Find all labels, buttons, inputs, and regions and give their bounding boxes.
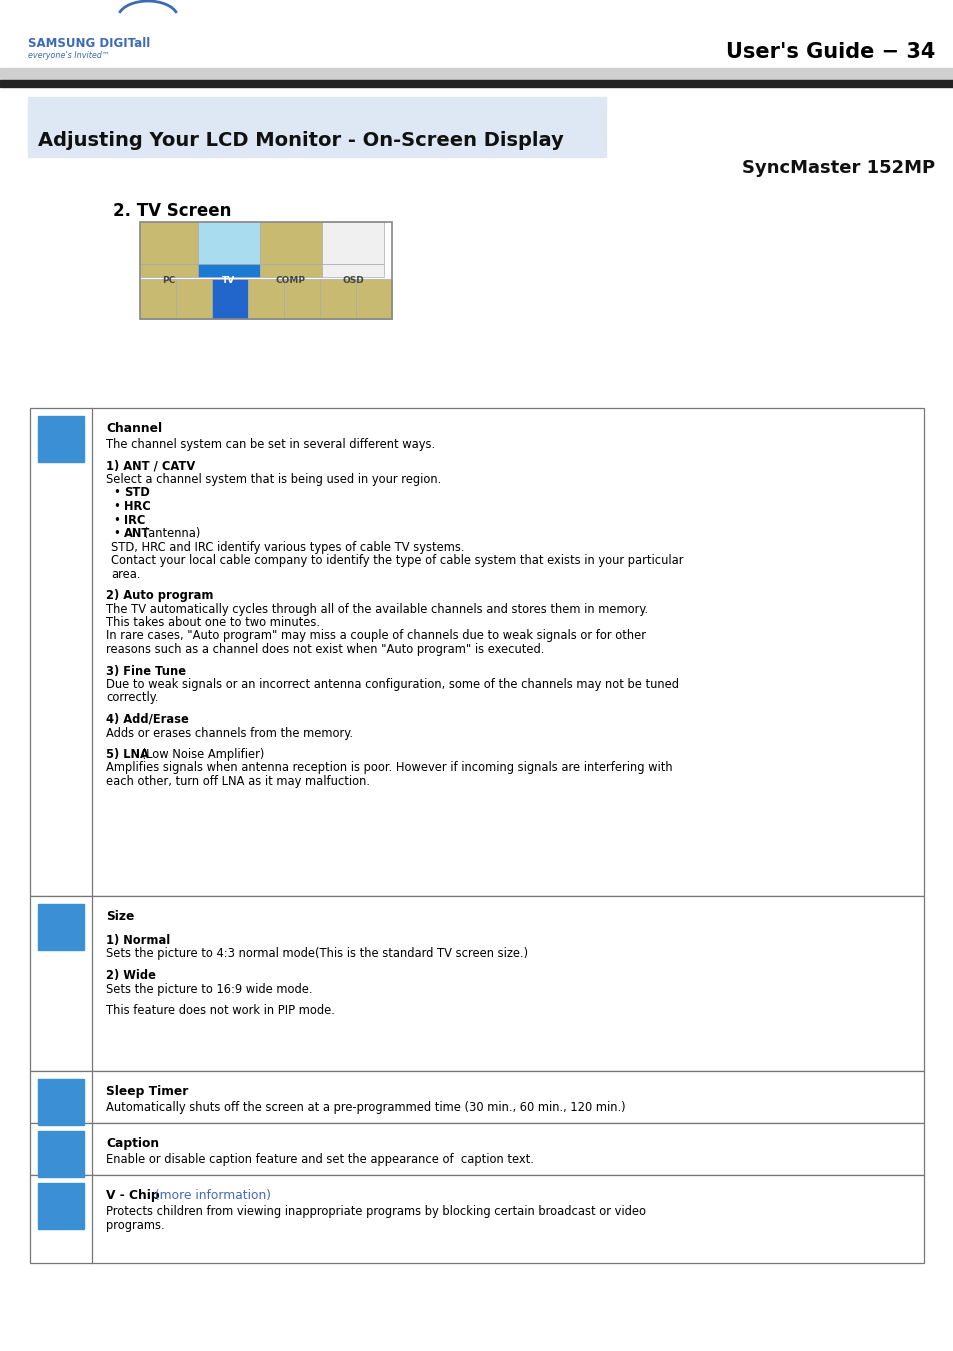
Text: •: •: [113, 513, 125, 527]
Text: In rare cases, "Auto program" may miss a couple of channels due to weak signals : In rare cases, "Auto program" may miss a…: [106, 630, 645, 643]
Bar: [0, 68, 953, 80]
Text: (antenna): (antenna): [140, 527, 200, 540]
Text: TV: TV: [222, 276, 235, 285]
Text: Sleep Timer: Sleep Timer: [106, 1085, 188, 1098]
Bar: [30, 1071, 923, 1123]
Text: area.: area.: [111, 567, 140, 581]
Text: 2) Wide: 2) Wide: [106, 969, 155, 982]
Text: This takes about one to two minutes.: This takes about one to two minutes.: [106, 616, 319, 630]
Text: IRC: IRC: [124, 513, 145, 527]
Bar: [248, 280, 284, 319]
Text: reasons such as a channel does not exist when "Auto program" is executed.: reasons such as a channel does not exist…: [106, 643, 544, 657]
Text: STD: STD: [124, 486, 150, 500]
Bar: [28, 97, 605, 157]
Bar: [38, 1131, 84, 1177]
Text: Due to weak signals or an incorrect antenna configuration, some of the channels : Due to weak signals or an incorrect ante…: [106, 678, 679, 690]
Text: Channel: Channel: [106, 422, 162, 435]
Bar: [30, 408, 923, 896]
Bar: [284, 280, 319, 319]
Text: COMP: COMP: [275, 276, 306, 285]
Text: Caption: Caption: [106, 1138, 159, 1150]
Bar: [322, 222, 384, 263]
Text: Sets the picture to 16:9 wide mode.: Sets the picture to 16:9 wide mode.: [106, 982, 313, 996]
Bar: [175, 280, 212, 319]
Text: V - Chip: V - Chip: [106, 1189, 159, 1202]
Text: PC: PC: [162, 276, 175, 285]
Bar: [140, 222, 392, 319]
Bar: [260, 222, 322, 263]
Text: Amplifies signals when antenna reception is poor. However if incoming signals ar: Amplifies signals when antenna reception…: [106, 762, 672, 774]
Bar: [30, 896, 923, 1071]
Text: ANT: ANT: [124, 527, 151, 540]
Text: OSD: OSD: [342, 276, 363, 285]
Text: This feature does not work in PIP mode.: This feature does not work in PIP mode.: [106, 1004, 335, 1017]
Bar: [30, 1123, 923, 1175]
Text: •: •: [113, 486, 125, 500]
Text: SAMSUNG DIGITall: SAMSUNG DIGITall: [28, 36, 150, 50]
Text: •: •: [113, 527, 125, 540]
Text: correctly.: correctly.: [106, 692, 158, 704]
Text: (Low Noise Amplifier): (Low Noise Amplifier): [138, 748, 264, 761]
Bar: [140, 263, 198, 277]
Bar: [322, 263, 384, 277]
Text: Protects children from viewing inappropriate programs by blocking certain broadc: Protects children from viewing inappropr…: [106, 1205, 645, 1219]
Text: User's Guide − 34: User's Guide − 34: [725, 42, 934, 62]
Bar: [30, 1175, 923, 1263]
Bar: [38, 904, 84, 950]
Text: programs.: programs.: [106, 1219, 165, 1232]
Text: Contact your local cable company to identify the type of cable system that exist: Contact your local cable company to iden…: [111, 554, 682, 567]
Bar: [260, 263, 322, 277]
Text: The channel system can be set in several different ways.: The channel system can be set in several…: [106, 438, 435, 451]
Text: 2) Auto program: 2) Auto program: [106, 589, 213, 603]
Text: Enable or disable caption feature and set the appearance of  caption text.: Enable or disable caption feature and se…: [106, 1152, 534, 1166]
Bar: [0, 80, 953, 86]
Text: Adjusting Your LCD Monitor - On-Screen Display: Adjusting Your LCD Monitor - On-Screen D…: [38, 131, 563, 150]
Text: Sets the picture to 4:3 normal mode(This is the standard TV screen size.): Sets the picture to 4:3 normal mode(This…: [106, 947, 528, 961]
Text: 1) Normal: 1) Normal: [106, 934, 170, 947]
Text: (more information): (more information): [151, 1189, 271, 1202]
Text: •: •: [113, 500, 125, 513]
Bar: [198, 222, 260, 263]
Text: 3) Fine Tune: 3) Fine Tune: [106, 665, 186, 677]
Bar: [140, 280, 175, 319]
Text: Automatically shuts off the screen at a pre-programmed time (30 min., 60 min., 1: Automatically shuts off the screen at a …: [106, 1101, 625, 1115]
Bar: [38, 1183, 84, 1229]
Text: each other, turn off LNA as it may malfuction.: each other, turn off LNA as it may malfu…: [106, 775, 370, 788]
Text: 2. TV Screen: 2. TV Screen: [112, 203, 232, 220]
Bar: [198, 263, 260, 277]
Text: HRC: HRC: [124, 500, 151, 513]
Text: STD, HRC and IRC identify various types of cable TV systems.: STD, HRC and IRC identify various types …: [111, 540, 464, 554]
Text: Select a channel system that is being used in your region.: Select a channel system that is being us…: [106, 473, 441, 486]
Bar: [0, 0, 953, 76]
Text: 5) LNA: 5) LNA: [106, 748, 149, 761]
Text: 4) Add/Erase: 4) Add/Erase: [106, 713, 189, 725]
Bar: [38, 1079, 84, 1125]
Bar: [319, 280, 355, 319]
Text: Size: Size: [106, 911, 134, 923]
Text: The TV automatically cycles through all of the available channels and stores the: The TV automatically cycles through all …: [106, 603, 647, 616]
Bar: [212, 280, 248, 319]
Text: SyncMaster 152MP: SyncMaster 152MP: [741, 159, 934, 177]
Text: 1) ANT / CATV: 1) ANT / CATV: [106, 459, 195, 473]
Text: everyone's Invited™: everyone's Invited™: [28, 51, 110, 59]
Text: Adds or erases channels from the memory.: Adds or erases channels from the memory.: [106, 727, 353, 739]
Bar: [355, 280, 392, 319]
Bar: [38, 416, 84, 462]
Bar: [140, 222, 198, 263]
